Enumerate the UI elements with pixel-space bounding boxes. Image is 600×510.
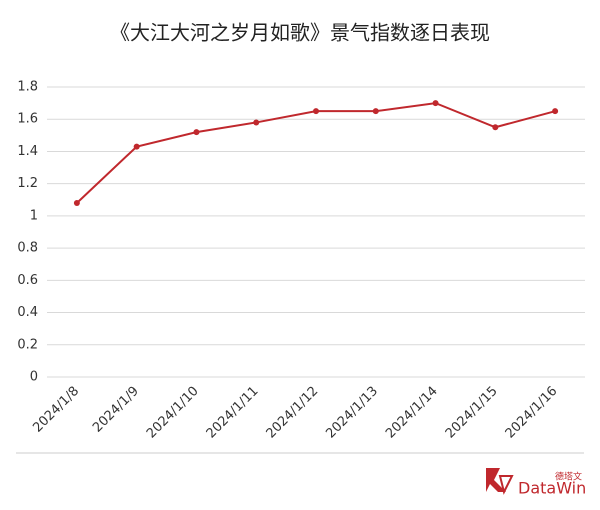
data-point	[313, 108, 319, 115]
y-tick-label: 1.4	[17, 144, 38, 159]
logo-subtext: 德塔文	[555, 471, 582, 483]
x-tick-label: 2024/1/13	[323, 384, 381, 442]
logo-icon	[498, 475, 514, 495]
data-point	[193, 129, 200, 136]
data-point	[73, 200, 80, 206]
x-tick-label: 2024/1/9	[90, 384, 142, 436]
logo-icon	[486, 468, 506, 492]
y-tick-label: 1.6	[17, 112, 38, 127]
series-line	[76, 102, 556, 204]
x-tick-label: 2024/1/14	[383, 384, 441, 442]
x-tick-label: 2024/1/16	[503, 384, 561, 442]
y-tick-label: 0.6	[17, 273, 38, 288]
data-point	[552, 108, 559, 115]
x-tick-label: 2024/1/10	[144, 384, 202, 442]
y-tick-label: 0.8	[17, 241, 38, 256]
x-tick-label: 2024/1/12	[264, 384, 322, 442]
logo-text: DataWin	[518, 479, 586, 498]
logo: 德塔文 DataWin	[486, 468, 586, 498]
x-tick-label: 2024/1/11	[204, 384, 262, 442]
y-tick-label: 0	[30, 370, 38, 385]
y-tick-label: 0.2	[17, 337, 38, 352]
y-tick-label: 0.4	[17, 305, 38, 320]
data-point	[133, 143, 140, 150]
y-tick-label: 1.2	[17, 176, 38, 191]
chart-title: 《大江大河之岁月如歌》景气指数逐日表现	[110, 21, 490, 45]
x-tick-label: 2024/1/15	[443, 384, 501, 442]
y-tick-label: 1	[30, 208, 38, 223]
data-point	[432, 100, 439, 107]
data-point	[492, 124, 499, 131]
data-point	[253, 119, 260, 126]
y-tick-label: 1.8	[17, 80, 38, 95]
data-point	[372, 108, 379, 115]
x-tick-label: 2024/1/8	[30, 384, 82, 436]
